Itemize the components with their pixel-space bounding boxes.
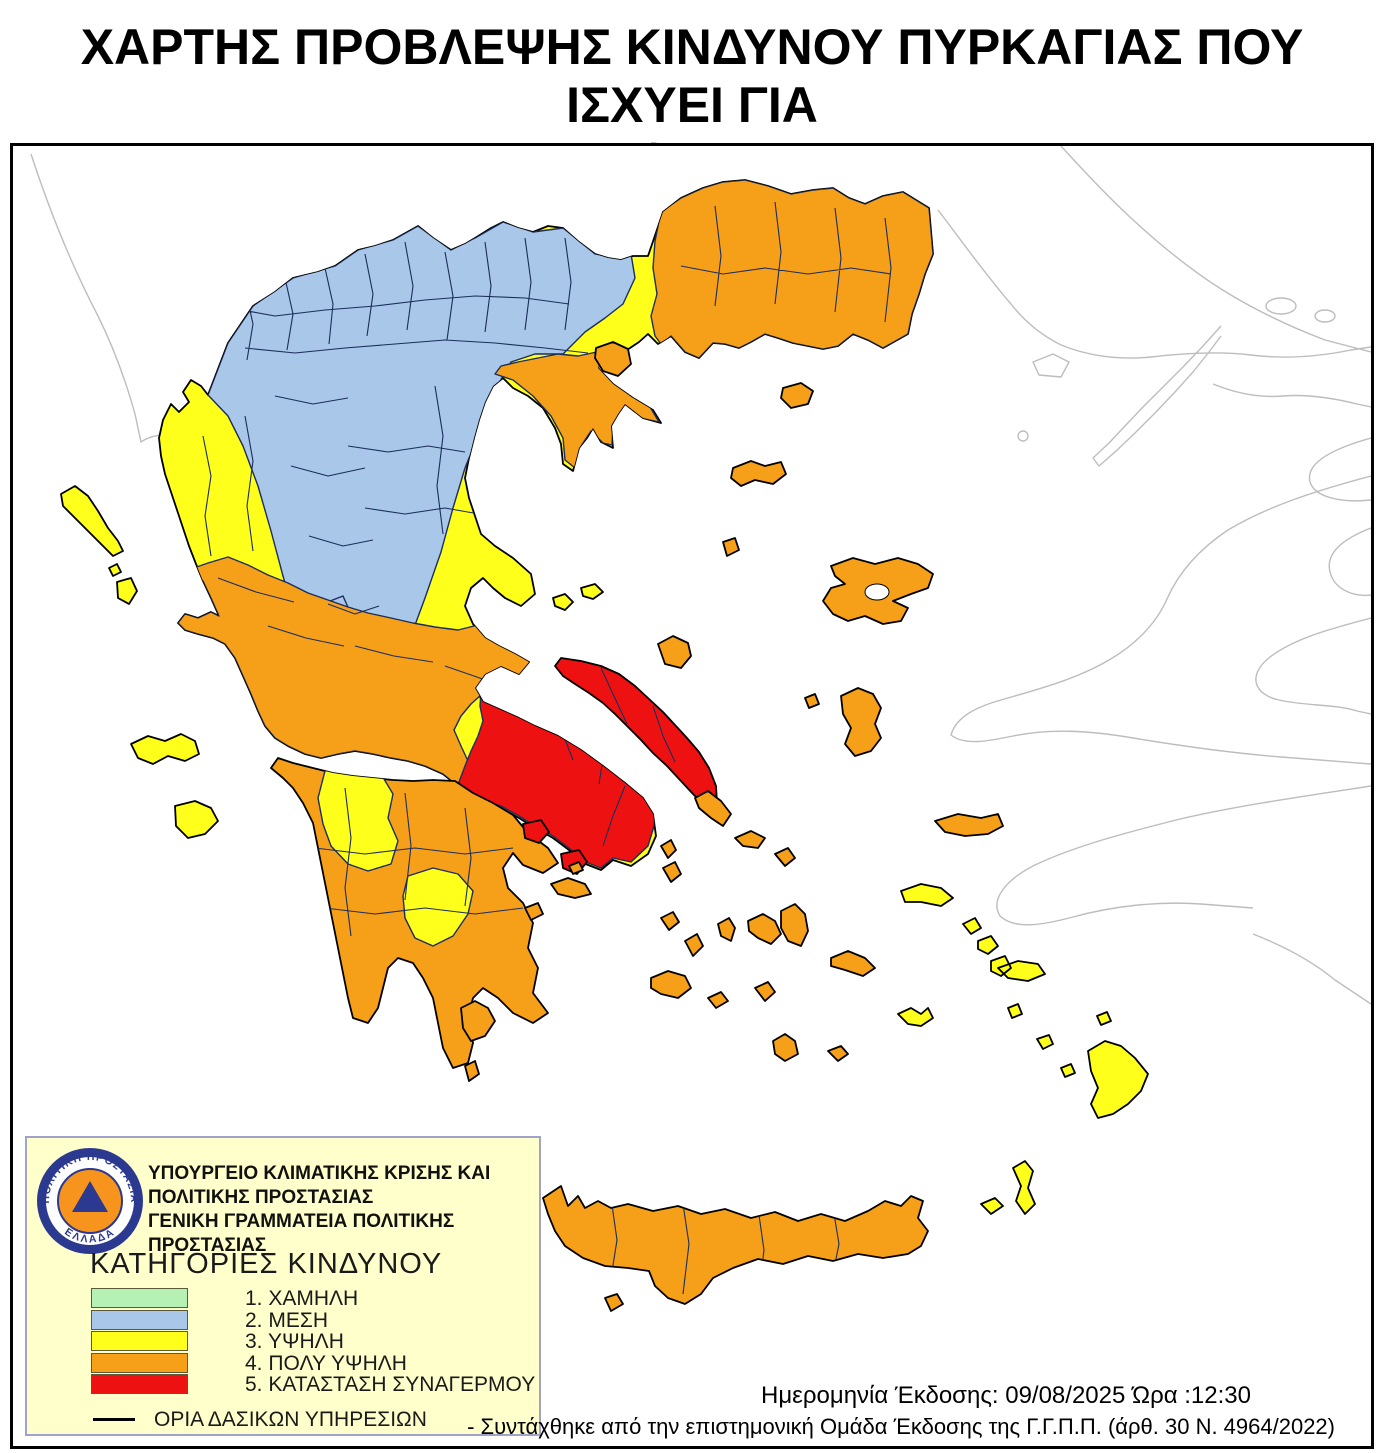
map-frame: ΠΟΛΙΤΙΚΗ ΠΡΟΣΤΑΣΙΑ ΕΛΛΑΔΑ ΥΠΟΥΡΓΕΙΟ ΚΛΙΜ… <box>10 143 1374 1449</box>
region-dodecanese-islands <box>897 883 1149 1215</box>
legend-label-low: 1. ΧΑΜΗΛΗ <box>245 1287 359 1310</box>
credit-text: - Συντάχθηκε από την επιστημονική Ομάδα … <box>467 1414 1335 1439</box>
civil-protection-logo: ΠΟΛΙΤΙΚΗ ΠΡΟΣΤΑΣΙΑ ΕΛΛΑΔΑ <box>37 1148 143 1254</box>
anatolia-coast-cesme <box>950 475 1371 765</box>
anatolia-coast-marmaris <box>1252 933 1371 1005</box>
anatolia-coast-upper <box>1308 437 1371 502</box>
ministry-line1: ΥΠΟΥΡΓΕΙΟ ΚΛΙΜΑΤΙΚΗΣ ΚΡΙΣΗΣ ΚΑΙ <box>148 1163 491 1184</box>
evia-forest-service-boundaries <box>600 667 676 763</box>
legend-rows: 1. ΧΑΜΗΛΗ 2. ΜΕΣΗ 3. ΥΨΗΛΗ 4. ΠΟΛΥ ΥΨΗΛΗ… <box>27 1287 539 1396</box>
region-salamina <box>522 819 550 844</box>
ministry-line2: ΠΟΛΙΤΙΚΗΣ ΠΡΟΣΤΑΣΙΑΣ <box>148 1187 374 1208</box>
legend-box: ΠΟΛΙΤΙΚΗ ΠΡΟΣΤΑΣΙΑ ΕΛΛΑΔΑ ΥΠΟΥΡΓΕΙΟ ΚΛΙΜ… <box>25 1136 541 1436</box>
swatch-high <box>91 1331 188 1351</box>
region-kythira-antikythira <box>460 1000 496 1082</box>
albania-coastline <box>30 153 209 443</box>
legend-row-very-high: 4. ΠΟΛΥ ΥΨΗΛΗ <box>27 1351 539 1375</box>
logo-triangle-icon <box>72 1181 108 1212</box>
issue-date-text: Ημερομηνία Έκδοσης: 09/08/2025 Ώρα :12:3… <box>761 1382 1251 1409</box>
swatch-very-high <box>91 1352 188 1373</box>
gallipoli-peninsula-outline <box>1092 325 1222 467</box>
legend-row-medium: 2. ΜΕΣΗ <box>27 1308 539 1332</box>
region-sporades <box>552 583 604 611</box>
swatch-alarm <box>91 1374 188 1394</box>
greece-fire-risk-map <box>30 146 1371 1312</box>
turkey-thrace-coastline <box>937 209 1371 359</box>
boundary-line-icon <box>93 1418 135 1421</box>
legend-row-alarm: 5. ΚΑΤΑΣΤΑΣΗ ΣΥΝΑΓΕΡΜΟΥ <box>27 1373 539 1396</box>
legend-label-alarm: 5. ΚΑΤΑΣΤΑΣΗ ΣΥΝΑΓΕΡΜΟΥ <box>245 1373 536 1396</box>
region-saronic-islands <box>524 861 592 921</box>
region-ionian-islands <box>60 485 219 839</box>
legend-label-medium: 2. ΜΕΣΗ <box>245 1308 328 1332</box>
swatch-low <box>91 1288 188 1308</box>
anatolia-coast-izmir <box>1255 617 1371 715</box>
marmara-islet-outline <box>1314 309 1336 323</box>
region-crete <box>542 1185 929 1305</box>
region-gavdos <box>604 1293 624 1312</box>
swatch-medium <box>91 1309 188 1330</box>
peloponnese-forest-service-boundaries <box>314 787 524 937</box>
tenedos-island-outline <box>1017 430 1029 442</box>
imbros-island-outline <box>1032 353 1070 378</box>
legend-heading: ΚΑΤΗΓΟΡΙΕΣ ΚΙΝΔΥΝΟΥ <box>90 1248 443 1280</box>
crete-zones <box>610 1197 840 1299</box>
ministry-line3: ΓΕΝΙΚΗ ΓΡΑΜΜΑΤΕΙΑ ΠΟΛΙΤΙΚΗΣ ΠΡΟΣΤΑΣΙΑΣ <box>148 1211 455 1256</box>
boundary-line-label: ΟΡΙΑ ΔΑΣΙΚΩΝ ΥΠΗΡΕΣΙΩΝ <box>154 1408 427 1431</box>
ministry-title: ΥΠΟΥΡΓΕΙΟ ΚΛΙΜΑΤΙΚΗΣ ΚΡΙΣΗΣ ΚΑΙ ΠΟΛΙΤΙΚΗ… <box>148 1162 538 1258</box>
mainland-forest-service-boundaries <box>202 201 892 847</box>
page-title: ΧΑΡΤΗΣ ΠΡΟΒΛΕΨΗΣ ΚΙΝΔΥΝΟΥ ΠΥΡΚΑΓΙΑΣ ΠΟΥ … <box>0 18 1384 186</box>
legend-row-high: 3. ΥΨΗΛΗ <box>27 1330 539 1353</box>
legend-label-very-high: 4. ΠΟΛΥ ΥΨΗΛΗ <box>245 1351 407 1375</box>
lesbos-gulf <box>864 583 890 601</box>
region-skyros <box>657 635 692 669</box>
anatolia-coast-edremit <box>1328 527 1371 597</box>
legend-row-low: 1. ΧΑΜΗΛΗ <box>27 1287 539 1310</box>
region-north-aegean-islands <box>594 341 1004 837</box>
neighbor-coastlines <box>30 146 1371 1005</box>
map-title-line1: ΧΑΡΤΗΣ ΠΡΟΒΛΕΨΗΣ ΚΙΝΔΥΝΟΥ ΠΥΡΚΑΓΙΑΣ ΠΟΥ … <box>80 19 1304 133</box>
legend-label-high: 3. ΥΨΗΛΗ <box>245 1330 344 1353</box>
region-cyclades <box>650 790 876 1062</box>
anatolia-northwest-coast <box>1212 383 1371 408</box>
marmara-island-outline <box>1265 297 1297 315</box>
forest-boundary-legend-row: ΟΡΙΑ ΔΑΣΙΚΩΝ ΥΠΗΡΕΣΙΩΝ <box>27 1408 539 1432</box>
region-chalkidiki <box>494 351 660 469</box>
crete-forest-service-boundaries <box>610 1197 840 1299</box>
anatolia-coast-bodrum <box>996 785 1371 926</box>
turkey-marmara-coastline <box>1060 146 1371 353</box>
